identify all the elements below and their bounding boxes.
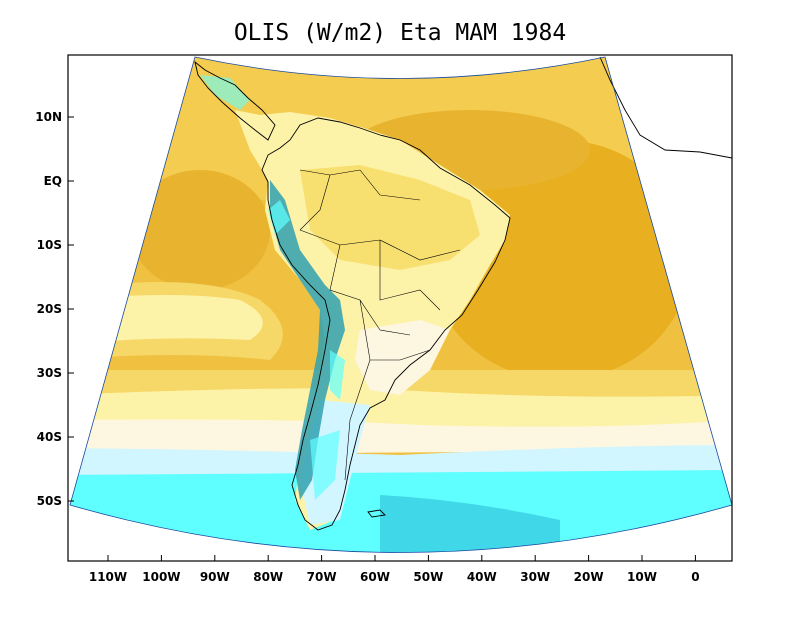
lon-tick-label: 10W — [627, 570, 657, 584]
latitude-axis: 10N EQ 10S 20S 30S 40S 50S — [35, 110, 74, 508]
lat-tick-label: 10S — [37, 238, 62, 252]
lat-tick-label: 20S — [37, 302, 62, 316]
south-america-coastline — [261, 117, 511, 531]
country-borders — [299, 169, 461, 481]
lat-tick-label: 40S — [37, 430, 62, 444]
lon-tick-label: 70W — [307, 570, 337, 584]
lat-tick-label: 30S — [37, 366, 62, 380]
africa-coastline — [599, 56, 733, 159]
falklands-coastline — [367, 509, 386, 518]
lon-tick-label: 20W — [574, 570, 604, 584]
lon-tick-label: 60W — [360, 570, 390, 584]
lon-tick-label: 90W — [200, 570, 230, 584]
field-max-pacific — [130, 170, 270, 290]
lon-tick-label: 110W — [89, 570, 127, 584]
central-america-field — [200, 75, 250, 110]
map-title: OLIS (W/m2) Eta MAM 1984 — [234, 20, 566, 46]
lon-tick-label: 80W — [253, 570, 283, 584]
map-frame — [67, 54, 733, 562]
field-max-atlantic — [430, 140, 690, 380]
band-40s — [70, 419, 732, 455]
central-america-coastline — [194, 60, 276, 141]
domain-outline — [69, 56, 733, 553]
continent-southeast-field — [355, 320, 450, 395]
lat-tick-label: EQ — [44, 174, 62, 188]
band-35s — [70, 388, 732, 430]
lon-tick-label: 0 — [691, 570, 699, 584]
coastlines — [194, 56, 733, 531]
lon-tick-label: 40W — [467, 570, 497, 584]
lon-tick-label: 50W — [413, 570, 443, 584]
lat-tick-label: 50S — [37, 494, 62, 508]
band-55s-patch — [380, 495, 560, 553]
continent-amazon-field — [300, 165, 480, 270]
colored-domain — [70, 57, 732, 553]
lon-tick-label: 100W — [142, 570, 180, 584]
andes-light-field — [268, 200, 345, 500]
longitude-axis: 110W 100W 90W 80W 70W 60W 50W 40W 30W 20W 10W 0 — [89, 555, 700, 584]
lat-tick-label: 10N — [35, 110, 62, 124]
lon-tick-label: 30W — [520, 570, 550, 584]
